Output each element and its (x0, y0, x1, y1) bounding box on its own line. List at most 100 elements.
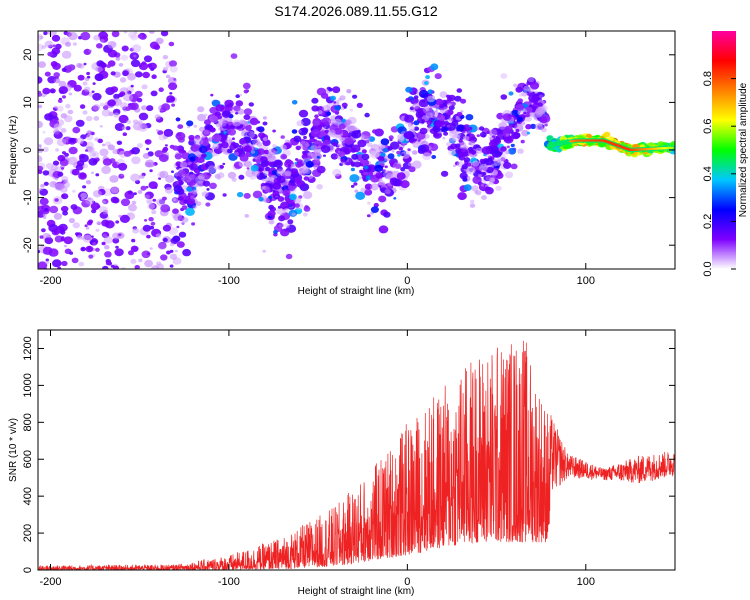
spectrogram-blob (168, 41, 175, 47)
spectrogram-blob (154, 114, 161, 120)
spectrogram-blob (537, 102, 543, 108)
spectrogram-blob (536, 106, 546, 115)
spectrogram-blob (69, 251, 74, 255)
spectrogram-blob (243, 89, 249, 94)
spectrogram-blob (340, 158, 346, 163)
spectrogram-blob (303, 135, 307, 140)
spectrogram-blob (174, 249, 178, 253)
spectrogram-xtick-label: 0 (404, 275, 410, 287)
spectrogram-blob (492, 145, 499, 151)
spectrogram-blob (235, 100, 244, 107)
spectrogram-blob (468, 126, 473, 131)
spectrogram-blob (237, 108, 245, 115)
spectrogram-blob (231, 177, 237, 182)
colorbar: 0.0 0.2 0.4 0.6 0.8 Normalized spectral ampl… (702, 31, 749, 277)
spectrogram-blob (189, 163, 199, 171)
spectrogram-blob (291, 129, 298, 134)
spectrogram-blob (149, 247, 153, 250)
spectrogram-blob (529, 111, 535, 117)
spectrogram-blob (113, 93, 120, 100)
snr-xtick-label: -200 (39, 576, 61, 588)
spectrogram-blob (278, 215, 286, 222)
spectrogram-blob (525, 124, 532, 130)
spectrogram-blob (263, 197, 270, 203)
spectrogram-blob (190, 143, 201, 153)
spectrogram-blob (271, 182, 282, 190)
spectrogram-blob (44, 237, 54, 245)
spectrogram-blob (474, 154, 478, 157)
spectrogram-blob (84, 86, 91, 92)
spectrogram-blob (176, 166, 180, 170)
spectrogram-blob (435, 98, 444, 106)
spectrogram-blob (174, 153, 183, 160)
spectrogram-blob (85, 197, 95, 205)
spectrogram-blob (131, 238, 136, 243)
spectrogram-blob (144, 219, 148, 222)
spectrogram-blob (521, 91, 528, 97)
spectrogram-blob (172, 208, 179, 214)
spectrogram-blob (486, 166, 494, 174)
colorbar-tick-label: 0.6 (702, 119, 714, 134)
spectrogram-blob (463, 184, 472, 192)
spectrogram-blob (302, 150, 307, 155)
spectrogram-blob (131, 156, 141, 165)
spectrogram-blob (427, 95, 435, 103)
spectrogram-blob (107, 49, 118, 58)
spectrogram-blob (384, 188, 391, 194)
spectrogram-blob (471, 185, 479, 192)
spectrogram-blob (349, 174, 360, 183)
spectrogram-blob (61, 260, 68, 267)
spectrogram-blob (78, 172, 87, 180)
spectrogram-blob (439, 104, 445, 109)
spectrogram-blob (133, 192, 137, 196)
spectrogram-blob (422, 152, 432, 161)
spectrogram-blob (455, 124, 465, 132)
spectrogram-blob (480, 183, 484, 187)
spectrogram-blob (134, 90, 143, 98)
spectrogram-blob (436, 114, 446, 122)
spectrogram-blob (351, 144, 361, 153)
spectrogram-blob (295, 158, 299, 161)
spectrogram-blob (44, 260, 50, 264)
spectrogram-ytick-label: 0 (22, 147, 34, 153)
spectrogram-blob (341, 118, 346, 123)
spectrogram-blob (119, 214, 130, 223)
spectrogram-blob (42, 146, 49, 153)
spectrogram-blob (88, 254, 94, 259)
spectrogram-blob (38, 155, 43, 163)
spectrogram-blob (122, 132, 128, 136)
spectrogram-blob (85, 149, 88, 152)
spectrogram-blob (523, 111, 527, 115)
spectrogram-blob (115, 220, 120, 224)
spectrogram-blob (186, 186, 193, 192)
spectrogram-blob (38, 145, 42, 148)
spectrogram-blob (94, 73, 104, 81)
spectrogram-blob (529, 104, 533, 108)
spectrogram-blob (180, 207, 185, 212)
spectrogram-blob (91, 90, 95, 93)
spectrogram-blob (99, 125, 103, 128)
spectrogram-blob (273, 159, 283, 168)
spectrogram-blob (380, 144, 386, 149)
spectrogram-blob (53, 72, 60, 78)
spectrogram-blob (39, 235, 44, 239)
spectrogram-blob (101, 200, 106, 204)
spectrogram-blob (162, 237, 168, 243)
spectrogram-blob (475, 190, 482, 196)
spectrogram-blob (130, 173, 141, 182)
spectrogram-blob (290, 168, 299, 175)
spectrogram-blob (212, 134, 222, 142)
spectrogram-blob (204, 119, 211, 126)
spectrogram-blob (493, 159, 502, 166)
spectrogram-blob (101, 241, 106, 246)
spectrogram-blob (443, 121, 450, 126)
spectrogram-blob (110, 186, 119, 194)
spectrogram-blob (63, 115, 73, 123)
spectrogram-blob (373, 202, 379, 208)
spectrogram-blob (503, 161, 512, 169)
snr-ytick-label: 200 (22, 524, 34, 542)
spectrogram-blob (244, 214, 250, 218)
spectrogram-blob (146, 147, 149, 151)
spectrogram-blob (479, 158, 485, 164)
spectrogram-blob (156, 263, 164, 269)
